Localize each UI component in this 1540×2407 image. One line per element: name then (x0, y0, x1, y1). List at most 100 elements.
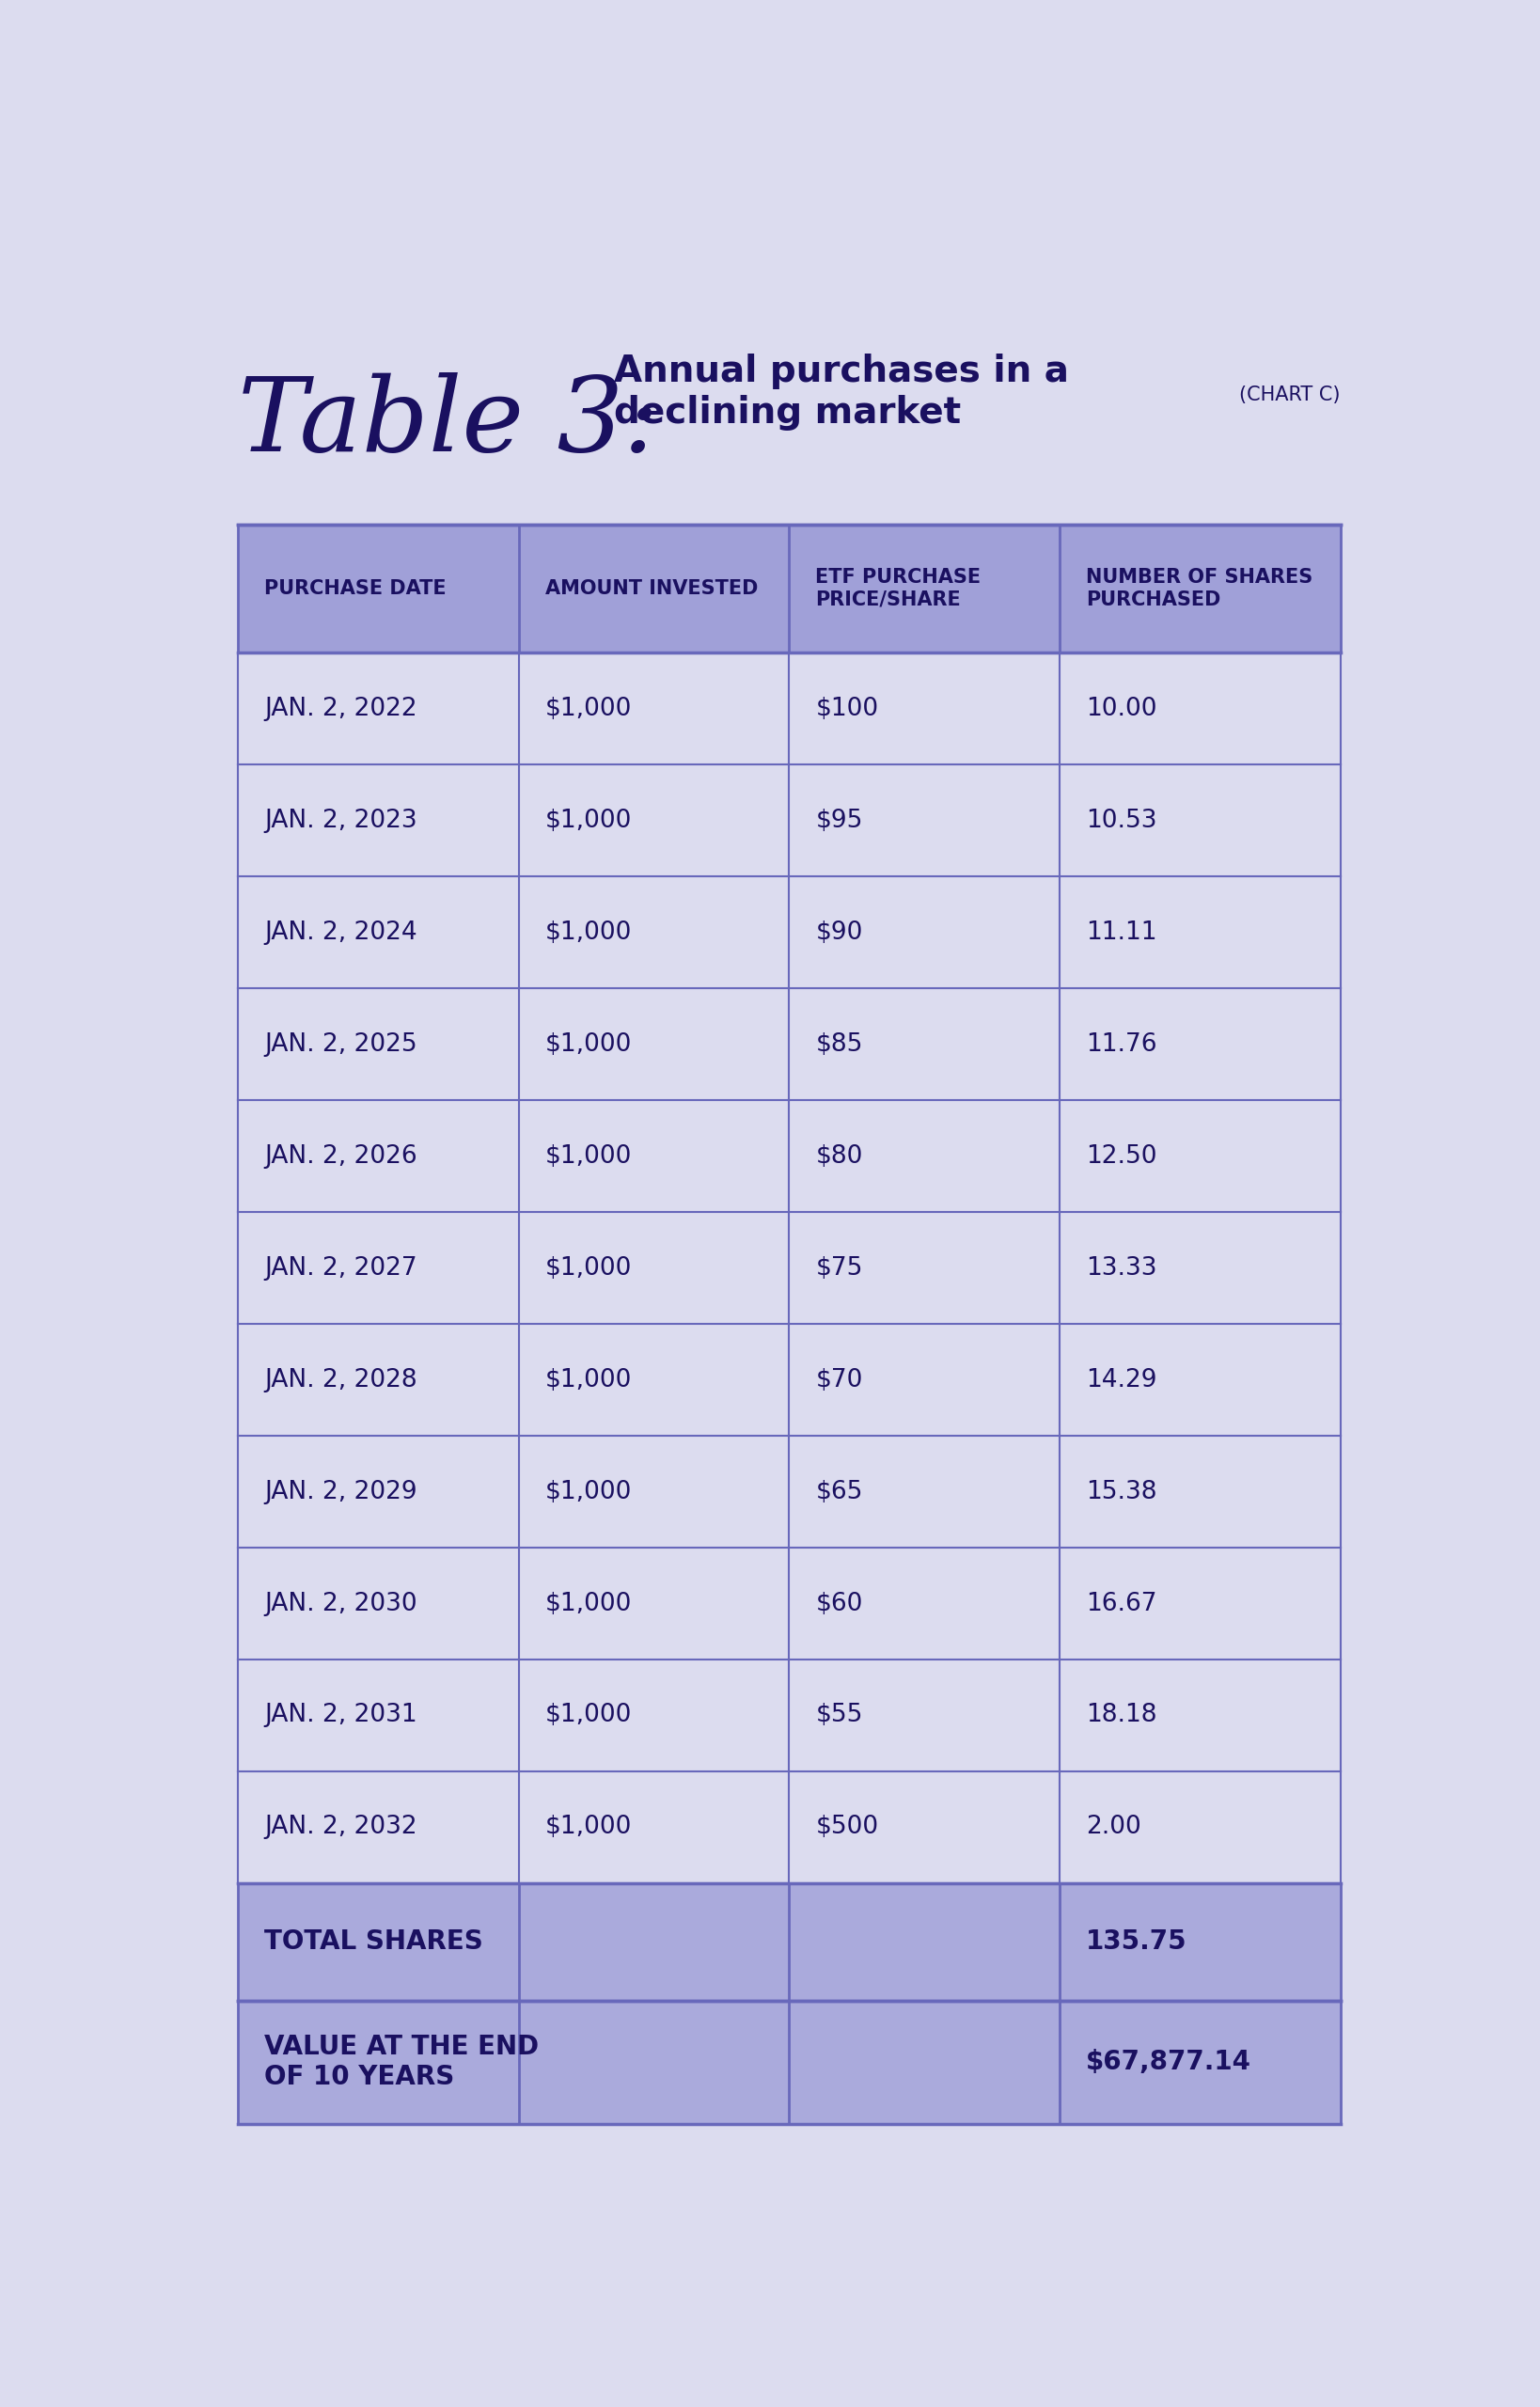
Bar (519, 2000, 788, 2123)
Text: $1,000: $1,000 (545, 1815, 633, 1839)
Text: $80: $80 (816, 1143, 862, 1167)
Text: ETF PURCHASE
PRICE/SHARE: ETF PURCHASE PRICE/SHARE (816, 568, 981, 609)
Text: Annual purchases in a
declining market: Annual purchases in a declining market (614, 354, 1069, 431)
Text: $1,000: $1,000 (545, 809, 633, 833)
Text: $75: $75 (816, 1256, 862, 1281)
Text: $65: $65 (816, 1480, 862, 1504)
Bar (237, 1882, 519, 2000)
Text: $1,000: $1,000 (545, 919, 633, 944)
Bar (788, 525, 1060, 652)
Bar (237, 1324, 519, 1437)
Bar (1060, 2000, 1341, 2123)
Text: JAN. 2, 2023: JAN. 2, 2023 (265, 809, 417, 833)
Bar (1060, 1548, 1341, 1658)
Text: JAN. 2, 2027: JAN. 2, 2027 (265, 1256, 417, 1281)
Bar (1060, 1100, 1341, 1213)
Bar (237, 989, 519, 1100)
Bar (519, 1437, 788, 1548)
Text: JAN. 2, 2031: JAN. 2, 2031 (265, 1704, 417, 1728)
Bar (1060, 1658, 1341, 1772)
Bar (237, 1772, 519, 1882)
Bar (1060, 1324, 1341, 1437)
Text: 16.67: 16.67 (1086, 1591, 1157, 1615)
Text: JAN. 2, 2022: JAN. 2, 2022 (265, 696, 417, 722)
Text: $1,000: $1,000 (545, 1704, 633, 1728)
Bar (1060, 876, 1341, 989)
Text: JAN. 2, 2028: JAN. 2, 2028 (265, 1367, 417, 1391)
Text: VALUE AT THE END
OF 10 YEARS: VALUE AT THE END OF 10 YEARS (265, 2034, 539, 2092)
Text: $95: $95 (816, 809, 862, 833)
Bar (519, 1213, 788, 1324)
Bar (788, 1324, 1060, 1437)
Text: PURCHASE DATE: PURCHASE DATE (265, 580, 447, 597)
Bar (237, 1658, 519, 1772)
Text: $60: $60 (816, 1591, 862, 1615)
Text: JAN. 2, 2029: JAN. 2, 2029 (265, 1480, 417, 1504)
Text: 2.00: 2.00 (1086, 1815, 1141, 1839)
Text: 15.38: 15.38 (1086, 1480, 1157, 1504)
Text: (CHART C): (CHART C) (1240, 385, 1341, 404)
Bar (519, 1658, 788, 1772)
Text: $55: $55 (816, 1704, 862, 1728)
Text: $67,877.14: $67,877.14 (1086, 2048, 1250, 2075)
Text: AMOUNT INVESTED: AMOUNT INVESTED (545, 580, 758, 597)
Bar (1060, 1772, 1341, 1882)
Bar (788, 652, 1060, 765)
Bar (519, 1772, 788, 1882)
Bar (1060, 765, 1341, 876)
Text: $90: $90 (816, 919, 862, 944)
Bar (788, 1213, 1060, 1324)
Bar (1060, 1213, 1341, 1324)
Text: $85: $85 (816, 1033, 862, 1057)
Text: 14.29: 14.29 (1086, 1367, 1157, 1391)
Text: $1,000: $1,000 (545, 1256, 633, 1281)
Text: JAN. 2, 2026: JAN. 2, 2026 (265, 1143, 417, 1167)
Text: $1,000: $1,000 (545, 1033, 633, 1057)
Bar (788, 1772, 1060, 1882)
Bar (788, 1548, 1060, 1658)
Text: 18.18: 18.18 (1086, 1704, 1157, 1728)
Text: JAN. 2, 2025: JAN. 2, 2025 (265, 1033, 417, 1057)
Text: $500: $500 (816, 1815, 879, 1839)
Text: JAN. 2, 2024: JAN. 2, 2024 (265, 919, 417, 944)
Text: 10.00: 10.00 (1086, 696, 1157, 722)
Text: $1,000: $1,000 (545, 1143, 633, 1167)
Bar (788, 2000, 1060, 2123)
Text: JAN. 2, 2030: JAN. 2, 2030 (265, 1591, 417, 1615)
Bar (237, 525, 519, 652)
Text: 135.75: 135.75 (1086, 1928, 1187, 1954)
Text: 10.53: 10.53 (1086, 809, 1157, 833)
Bar (237, 652, 519, 765)
Bar (1060, 1882, 1341, 2000)
Bar (237, 876, 519, 989)
Bar (519, 876, 788, 989)
Text: $1,000: $1,000 (545, 1367, 633, 1391)
Bar (1060, 989, 1341, 1100)
Text: 11.11: 11.11 (1086, 919, 1157, 944)
Text: Table 3:: Table 3: (237, 373, 659, 474)
Text: $1,000: $1,000 (545, 1480, 633, 1504)
Bar (788, 1658, 1060, 1772)
Text: NUMBER OF SHARES
PURCHASED: NUMBER OF SHARES PURCHASED (1086, 568, 1312, 609)
Bar (519, 765, 788, 876)
Text: $100: $100 (816, 696, 879, 722)
Bar (237, 765, 519, 876)
Bar (788, 765, 1060, 876)
Bar (788, 1437, 1060, 1548)
Text: TOTAL SHARES: TOTAL SHARES (265, 1928, 484, 1954)
Text: $1,000: $1,000 (545, 696, 633, 722)
Bar (237, 1100, 519, 1213)
Bar (519, 652, 788, 765)
Bar (237, 1213, 519, 1324)
Text: 11.76: 11.76 (1086, 1033, 1157, 1057)
Text: $70: $70 (816, 1367, 862, 1391)
Bar (237, 1437, 519, 1548)
Text: JAN. 2, 2032: JAN. 2, 2032 (265, 1815, 417, 1839)
Bar (788, 989, 1060, 1100)
Bar (519, 1882, 788, 2000)
Text: 12.50: 12.50 (1086, 1143, 1157, 1167)
Bar (1060, 652, 1341, 765)
Bar (237, 1548, 519, 1658)
Bar (1060, 1437, 1341, 1548)
Bar (519, 525, 788, 652)
